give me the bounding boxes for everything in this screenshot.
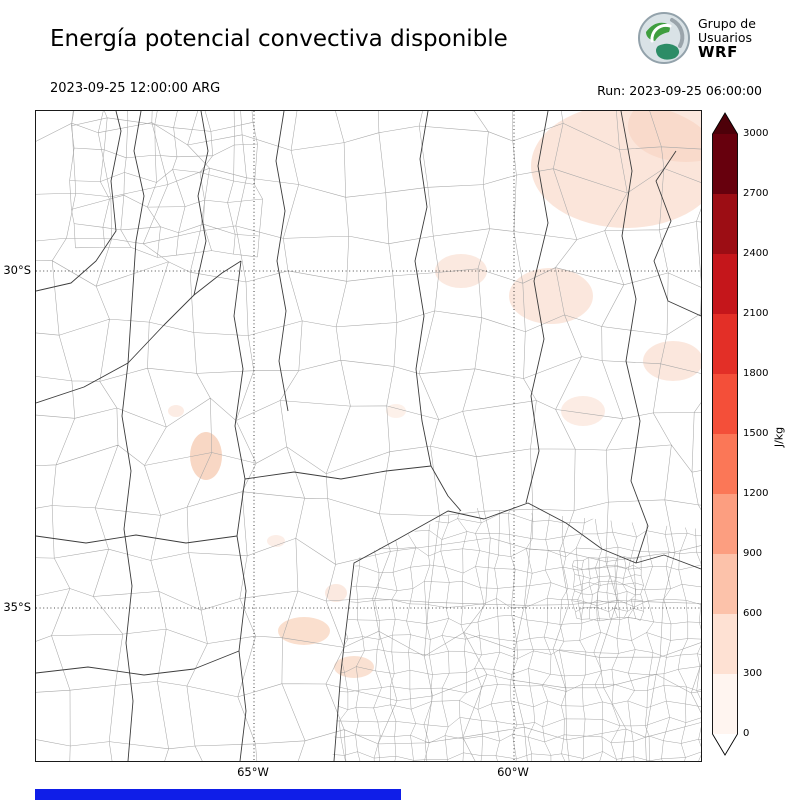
cape-map (36, 111, 701, 761)
colorbar-tick-label: 0 (743, 728, 750, 739)
colorbar-unit-label: J/kg (772, 426, 786, 448)
colorbar-tick-label: 3000 (743, 128, 769, 139)
run-time-label: Run: 2023-09-25 06:00:00 (597, 83, 762, 98)
department-boundaries-city (571, 556, 644, 622)
colorbar-tick-labels: 3000 2700 2400 2100 1800 1500 1200 900 600 300 0 (743, 112, 783, 758)
colorbar-tick-label: 1800 (743, 368, 769, 379)
cape-shading (168, 111, 701, 678)
colorbar-tick-label: 1500 (743, 428, 769, 439)
latlon-gridlines (36, 111, 701, 761)
logo-text-line1: Grupo de (698, 16, 756, 31)
colorbar-tick-label: 2700 (743, 188, 769, 199)
colorbar-tick-label: 2400 (743, 248, 769, 259)
wrf-logo: Grupo de Usuarios WRF (636, 10, 756, 66)
department-boundaries-nw (69, 111, 263, 258)
colorbar-tick-label: 1200 (743, 488, 769, 499)
lon-tick-65W: 65°W (237, 765, 269, 779)
lon-tick-60W: 60°W (497, 765, 529, 779)
department-boundaries-ba (332, 507, 701, 761)
province-boundaries (36, 111, 701, 761)
colorbar-tick-label: 300 (743, 668, 763, 679)
colorbar-tick-label: 600 (743, 608, 763, 619)
globe-icon (638, 12, 690, 64)
colorbar-tick-label: 2100 (743, 308, 769, 319)
colorbar-tick-label: 900 (743, 548, 763, 559)
footer-strip (35, 789, 401, 800)
lat-tick-30S: 30°S (3, 263, 31, 277)
page-title: Energía potencial convectiva disponible (50, 26, 508, 52)
colorbar (712, 112, 738, 762)
logo-text: Grupo de Usuarios WRF (698, 16, 756, 61)
map-area (35, 110, 702, 762)
logo-text-line2: Usuarios (698, 30, 753, 45)
lat-tick-35S: 35°S (3, 600, 31, 614)
logo-text-line3: WRF (698, 43, 738, 61)
valid-time-label: 2023-09-25 12:00:00 ARG (50, 81, 221, 96)
